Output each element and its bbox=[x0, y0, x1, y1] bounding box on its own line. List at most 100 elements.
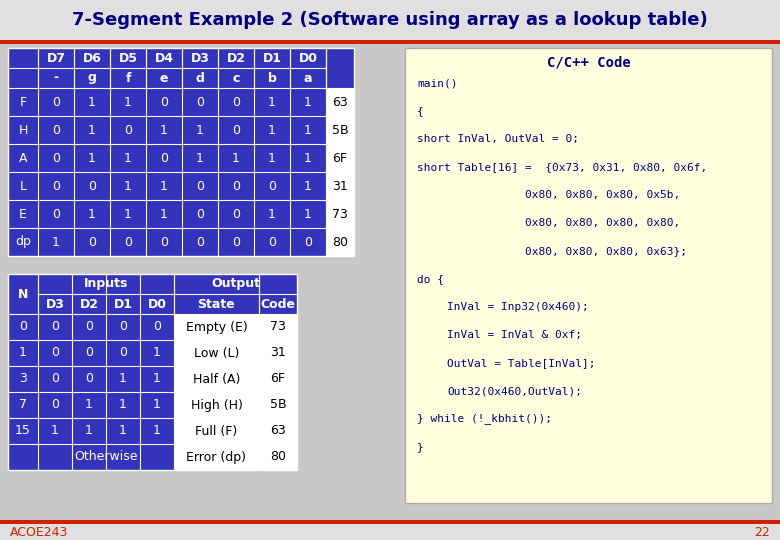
Text: 1: 1 bbox=[88, 152, 96, 165]
Text: 1: 1 bbox=[85, 424, 93, 437]
Text: e: e bbox=[160, 71, 168, 84]
Text: 0: 0 bbox=[232, 124, 240, 137]
Text: 1: 1 bbox=[119, 424, 127, 437]
Bar bbox=[174, 366, 297, 392]
Text: 1: 1 bbox=[119, 373, 127, 386]
Bar bbox=[174, 444, 297, 470]
Text: 3: 3 bbox=[19, 373, 27, 386]
Text: A: A bbox=[19, 152, 27, 165]
Text: 0: 0 bbox=[268, 235, 276, 248]
Text: D3: D3 bbox=[190, 51, 210, 64]
Bar bbox=[174, 314, 297, 340]
Bar bbox=[0, 0, 780, 40]
Text: InVal = Inp32(0x460);: InVal = Inp32(0x460); bbox=[447, 302, 589, 312]
Text: Error (dp): Error (dp) bbox=[186, 450, 246, 463]
Bar bbox=[0, 40, 780, 44]
Text: } while (!_kbhit());: } while (!_kbhit()); bbox=[417, 414, 552, 424]
Text: 1: 1 bbox=[232, 152, 240, 165]
Text: 1: 1 bbox=[88, 207, 96, 220]
Text: short InVal, OutVal = 0;: short InVal, OutVal = 0; bbox=[417, 134, 579, 144]
Text: 1: 1 bbox=[124, 179, 132, 192]
Text: D3: D3 bbox=[45, 298, 65, 310]
Text: Code: Code bbox=[261, 298, 296, 310]
Text: b: b bbox=[268, 71, 276, 84]
Text: State: State bbox=[197, 298, 236, 310]
Text: 0: 0 bbox=[196, 235, 204, 248]
Text: c: c bbox=[232, 71, 239, 84]
Text: 1: 1 bbox=[196, 152, 204, 165]
Text: 0: 0 bbox=[51, 321, 59, 334]
Text: 1: 1 bbox=[160, 124, 168, 137]
Bar bbox=[326, 200, 354, 228]
Text: D2: D2 bbox=[226, 51, 246, 64]
Bar bbox=[8, 144, 326, 172]
Text: 1: 1 bbox=[88, 96, 96, 109]
Bar bbox=[405, 48, 772, 503]
Text: 0: 0 bbox=[88, 235, 96, 248]
Text: ACOE243: ACOE243 bbox=[10, 525, 69, 538]
Text: 73: 73 bbox=[270, 321, 286, 334]
Text: C/C++ Code: C/C++ Code bbox=[547, 55, 630, 69]
Text: 0x80, 0x80, 0x80, 0x80,: 0x80, 0x80, 0x80, 0x80, bbox=[525, 218, 680, 228]
Text: D2: D2 bbox=[80, 298, 98, 310]
Text: 0: 0 bbox=[160, 152, 168, 165]
Bar bbox=[326, 144, 354, 172]
Text: 80: 80 bbox=[332, 235, 348, 248]
Text: 1: 1 bbox=[160, 179, 168, 192]
Text: 0: 0 bbox=[232, 96, 240, 109]
Text: 63: 63 bbox=[270, 424, 286, 437]
Text: 0: 0 bbox=[52, 96, 60, 109]
Text: 1: 1 bbox=[124, 207, 132, 220]
Text: 1: 1 bbox=[304, 96, 312, 109]
Bar bbox=[405, 48, 772, 503]
Text: 0: 0 bbox=[196, 179, 204, 192]
Text: 0: 0 bbox=[232, 207, 240, 220]
Text: 1: 1 bbox=[196, 124, 204, 137]
Text: L: L bbox=[20, 179, 27, 192]
Text: 0: 0 bbox=[52, 124, 60, 137]
Bar bbox=[174, 340, 297, 366]
Bar bbox=[8, 366, 174, 392]
Text: 1: 1 bbox=[268, 207, 276, 220]
Text: d: d bbox=[196, 71, 204, 84]
Text: short Table[16] =  {0x73, 0x31, 0x80, 0x6f,: short Table[16] = {0x73, 0x31, 0x80, 0x6… bbox=[417, 162, 707, 172]
Text: 22: 22 bbox=[754, 525, 770, 538]
Text: Output: Output bbox=[211, 278, 260, 291]
Text: 0: 0 bbox=[52, 207, 60, 220]
Bar bbox=[8, 418, 174, 444]
Text: 0: 0 bbox=[85, 321, 93, 334]
Text: 0: 0 bbox=[160, 96, 168, 109]
Text: 1: 1 bbox=[88, 124, 96, 137]
Text: 1: 1 bbox=[268, 96, 276, 109]
Text: Half (A): Half (A) bbox=[193, 373, 240, 386]
Text: 0: 0 bbox=[153, 321, 161, 334]
Text: 6F: 6F bbox=[271, 373, 285, 386]
Text: }: } bbox=[417, 442, 424, 452]
Text: 80: 80 bbox=[270, 450, 286, 463]
Text: Inputs: Inputs bbox=[83, 278, 128, 291]
Text: D1: D1 bbox=[263, 51, 282, 64]
Text: 63: 63 bbox=[332, 96, 348, 109]
Text: D0: D0 bbox=[299, 51, 317, 64]
Text: 0: 0 bbox=[119, 347, 127, 360]
Text: 1: 1 bbox=[85, 399, 93, 411]
Text: 0: 0 bbox=[88, 179, 96, 192]
Text: 73: 73 bbox=[332, 207, 348, 220]
Text: 1: 1 bbox=[52, 235, 60, 248]
Text: 0: 0 bbox=[232, 235, 240, 248]
Bar bbox=[8, 116, 326, 144]
Text: 1: 1 bbox=[153, 373, 161, 386]
Text: 0x80, 0x80, 0x80, 0x5b,: 0x80, 0x80, 0x80, 0x5b, bbox=[525, 190, 680, 200]
Bar bbox=[8, 172, 326, 200]
Bar bbox=[326, 88, 354, 116]
Bar bbox=[326, 228, 354, 256]
Text: 6F: 6F bbox=[332, 152, 348, 165]
Text: 7: 7 bbox=[19, 399, 27, 411]
Text: 1: 1 bbox=[153, 399, 161, 411]
Text: 1: 1 bbox=[304, 152, 312, 165]
Bar bbox=[8, 228, 326, 256]
Bar bbox=[326, 116, 354, 144]
Text: 0: 0 bbox=[85, 347, 93, 360]
Text: main(): main() bbox=[417, 78, 458, 88]
Text: 0: 0 bbox=[232, 179, 240, 192]
